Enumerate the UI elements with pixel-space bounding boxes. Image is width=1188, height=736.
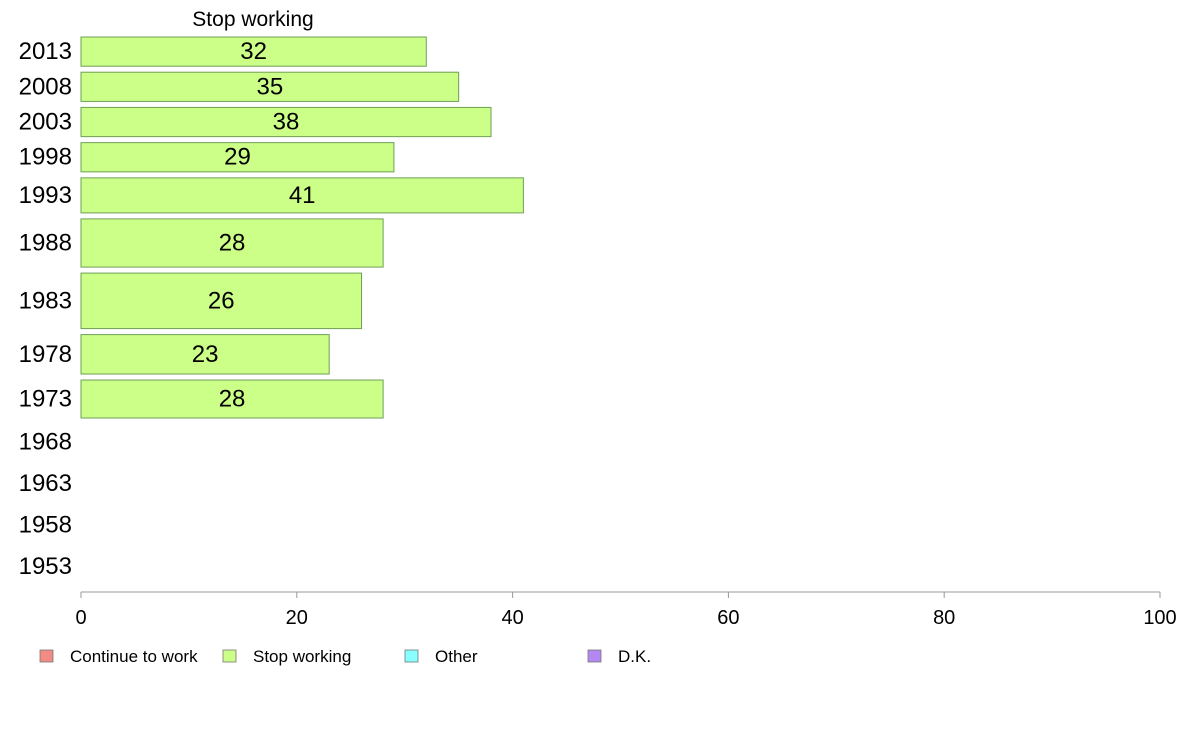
- x-tick-label-40: 40: [501, 607, 523, 629]
- bar-2008: [80, 71, 460, 102]
- bar-1993: [80, 177, 524, 214]
- x-tick-label-0: 0: [75, 607, 86, 629]
- x-tick-label-100: 100: [1143, 607, 1176, 629]
- bar-1978: [80, 334, 330, 375]
- value-label-1998: 29: [224, 144, 251, 171]
- legend: Continue to work Stop working Other D.K.: [39, 647, 651, 666]
- legend-swatch-other: [404, 649, 419, 663]
- chart-title: Stop working: [192, 8, 313, 31]
- legend-swatch-continue-to-work: [39, 649, 54, 663]
- legend-label-d-k: D.K.: [618, 647, 651, 666]
- category-label-1978: 1978: [19, 341, 72, 368]
- value-label-1983: 26: [208, 287, 235, 314]
- category-label-2013: 2013: [19, 38, 72, 65]
- value-label-1993: 41: [289, 182, 316, 209]
- category-labels: 2013 2008 2003 1998 1993 1988 1983 1978 1973 1968…: [19, 38, 72, 580]
- legend-label-stop-working: Stop working: [253, 647, 351, 666]
- category-label-1988: 1988: [19, 229, 72, 256]
- category-label-1963: 1963: [19, 470, 72, 497]
- category-label-1973: 1973: [19, 386, 72, 413]
- category-label-1993: 1993: [19, 182, 72, 209]
- value-label-2008: 35: [256, 73, 283, 100]
- value-label-1988: 28: [219, 229, 246, 256]
- legend-label-continue-to-work: Continue to work: [70, 647, 198, 666]
- category-label-1953: 1953: [19, 553, 72, 580]
- bar-1998: [80, 142, 395, 173]
- bar-1983: [80, 272, 363, 330]
- x-tick-label-20: 20: [286, 607, 308, 629]
- value-label-1973: 28: [219, 386, 246, 413]
- bar-1973: [80, 379, 384, 419]
- bar-2003: [80, 106, 492, 138]
- legend-label-other: Other: [435, 647, 478, 666]
- x-tick-label-80: 80: [933, 607, 955, 629]
- category-label-1958: 1958: [19, 511, 72, 538]
- category-label-2008: 2008: [19, 73, 72, 100]
- bar-2013: [80, 36, 427, 67]
- bars-group: [80, 36, 524, 419]
- category-label-1968: 1968: [19, 428, 72, 455]
- category-label-1983: 1983: [19, 287, 72, 314]
- x-axis: 0 20 40 60 80 100: [75, 591, 1177, 629]
- x-tick-label-60: 60: [717, 607, 739, 629]
- value-label-2013: 32: [240, 38, 267, 65]
- value-label-2003: 38: [273, 109, 300, 136]
- legend-swatch-d-k: [587, 649, 602, 663]
- legend-swatch-stop-working: [222, 649, 237, 663]
- bar-1988: [80, 218, 384, 268]
- value-label-1978: 23: [192, 341, 219, 368]
- category-label-1998: 1998: [19, 144, 72, 171]
- category-label-2003: 2003: [19, 109, 72, 136]
